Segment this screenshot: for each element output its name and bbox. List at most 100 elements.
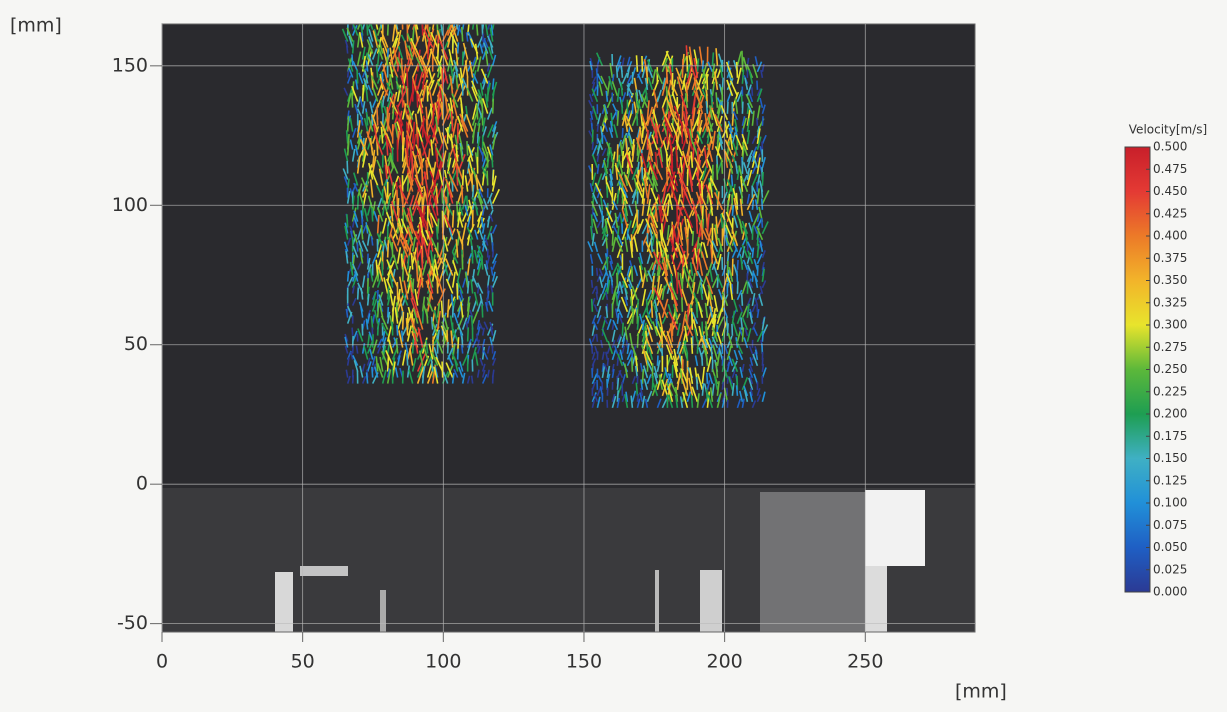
vector-stroke	[462, 345, 463, 354]
vector-stroke	[762, 116, 763, 126]
vector-stroke	[448, 299, 449, 317]
vector-stroke	[692, 313, 693, 330]
vector-stroke	[468, 281, 469, 293]
vector-stroke	[762, 364, 763, 372]
vector-stroke	[636, 383, 637, 396]
vector-stroke	[463, 170, 464, 186]
vector-stroke	[762, 218, 763, 228]
vector-stroke	[682, 122, 683, 144]
y-tick-label: 0	[136, 473, 148, 495]
colorbar-tick-label: 0.375	[1153, 251, 1187, 265]
vector-stroke	[352, 328, 353, 336]
vector-stroke	[592, 214, 593, 227]
vector-stroke	[467, 196, 468, 210]
vector-stroke	[477, 334, 478, 342]
vector-stroke	[482, 217, 483, 228]
vector-stroke	[453, 210, 454, 227]
vector-stroke	[453, 306, 454, 318]
vector-stroke	[403, 312, 404, 330]
vector-stroke	[596, 292, 597, 300]
vector-stroke	[757, 118, 758, 126]
vector-stroke	[617, 358, 618, 366]
vector-stroke	[357, 70, 358, 84]
plot-background	[162, 24, 975, 632]
vector-stroke	[353, 375, 354, 383]
vector-stroke	[487, 171, 488, 186]
vector-stroke	[717, 164, 718, 179]
y-tick-label: -50	[117, 612, 148, 634]
vector-stroke	[636, 55, 637, 72]
vector-stroke	[616, 292, 617, 306]
vector-stroke	[388, 21, 389, 36]
colorbar-tick-label: 0.000	[1153, 585, 1187, 599]
vector-stroke	[697, 340, 698, 354]
vector-stroke	[347, 214, 348, 227]
colorbar-tick-label: 0.175	[1153, 429, 1187, 443]
vector-stroke	[647, 357, 648, 372]
colorbar-tick-label: 0.150	[1153, 451, 1187, 465]
colorbar-tick-label: 0.500	[1153, 140, 1187, 154]
colorbar-tick-label: 0.325	[1153, 295, 1187, 309]
vector-stroke	[408, 176, 409, 191]
vector-stroke	[492, 155, 493, 168]
vector-stroke	[602, 216, 603, 228]
vector-stroke	[388, 356, 389, 372]
vector-stroke	[467, 32, 468, 41]
vector-stroke	[637, 113, 638, 126]
vector-stroke	[412, 158, 413, 179]
y-tick-label: 100	[112, 194, 148, 216]
vector-stroke	[393, 182, 394, 197]
vector-stroke	[622, 323, 623, 336]
x-tick-label: 200	[706, 651, 742, 673]
vector-stroke	[617, 65, 618, 77]
colorbar-tick-label: 0.100	[1153, 496, 1187, 510]
vector-stroke	[413, 340, 414, 354]
colorbar-tick-label: 0.125	[1153, 473, 1187, 487]
vector-stroke	[612, 231, 613, 246]
colorbar-tick-label: 0.275	[1153, 340, 1187, 354]
vector-stroke	[677, 273, 678, 294]
vector-stroke	[363, 85, 364, 102]
vector-stroke	[438, 43, 439, 59]
vector-stroke	[702, 353, 703, 366]
vector-stroke	[722, 159, 723, 174]
vector-stroke	[372, 208, 373, 222]
vector-stroke	[752, 200, 753, 210]
vector-stroke	[407, 353, 408, 365]
vector-stroke	[737, 260, 738, 270]
colorbar-tick-label: 0.400	[1153, 229, 1187, 243]
vector-stroke	[597, 334, 598, 342]
vector-stroke	[637, 333, 638, 348]
vector-stroke	[397, 325, 398, 336]
vector-stroke	[682, 297, 683, 311]
vector-stroke	[682, 359, 683, 377]
vector-stroke	[757, 265, 758, 276]
vector-stroke	[378, 322, 379, 335]
colorbar-tick-label: 0.200	[1153, 407, 1187, 421]
vector-stroke	[627, 340, 628, 348]
vector-stroke	[617, 111, 618, 126]
y-axis-label: [mm]	[10, 15, 62, 37]
vector-stroke	[727, 388, 728, 396]
colorbar-title: Velocity[m/s]	[1129, 123, 1207, 137]
vector-stroke	[592, 142, 593, 150]
vector-stroke	[762, 331, 763, 342]
colorbar-tick-label: 0.250	[1153, 362, 1187, 376]
vector-stroke	[367, 112, 368, 125]
vector-stroke	[762, 198, 763, 209]
vector-stroke	[696, 304, 697, 318]
vector-stroke	[457, 201, 458, 215]
vector-stroke	[452, 111, 453, 131]
x-tick-label: 100	[425, 651, 461, 673]
vector-stroke	[353, 40, 354, 53]
vector-stroke	[706, 101, 707, 114]
vector-stroke	[652, 376, 653, 390]
vector-stroke	[622, 100, 623, 114]
colorbar-tick-label: 0.450	[1153, 184, 1187, 198]
vector-stroke	[742, 293, 743, 306]
vector-stroke	[747, 243, 748, 252]
x-tick-label: 250	[847, 651, 883, 673]
vector-stroke	[452, 294, 453, 305]
vector-stroke	[382, 261, 383, 275]
